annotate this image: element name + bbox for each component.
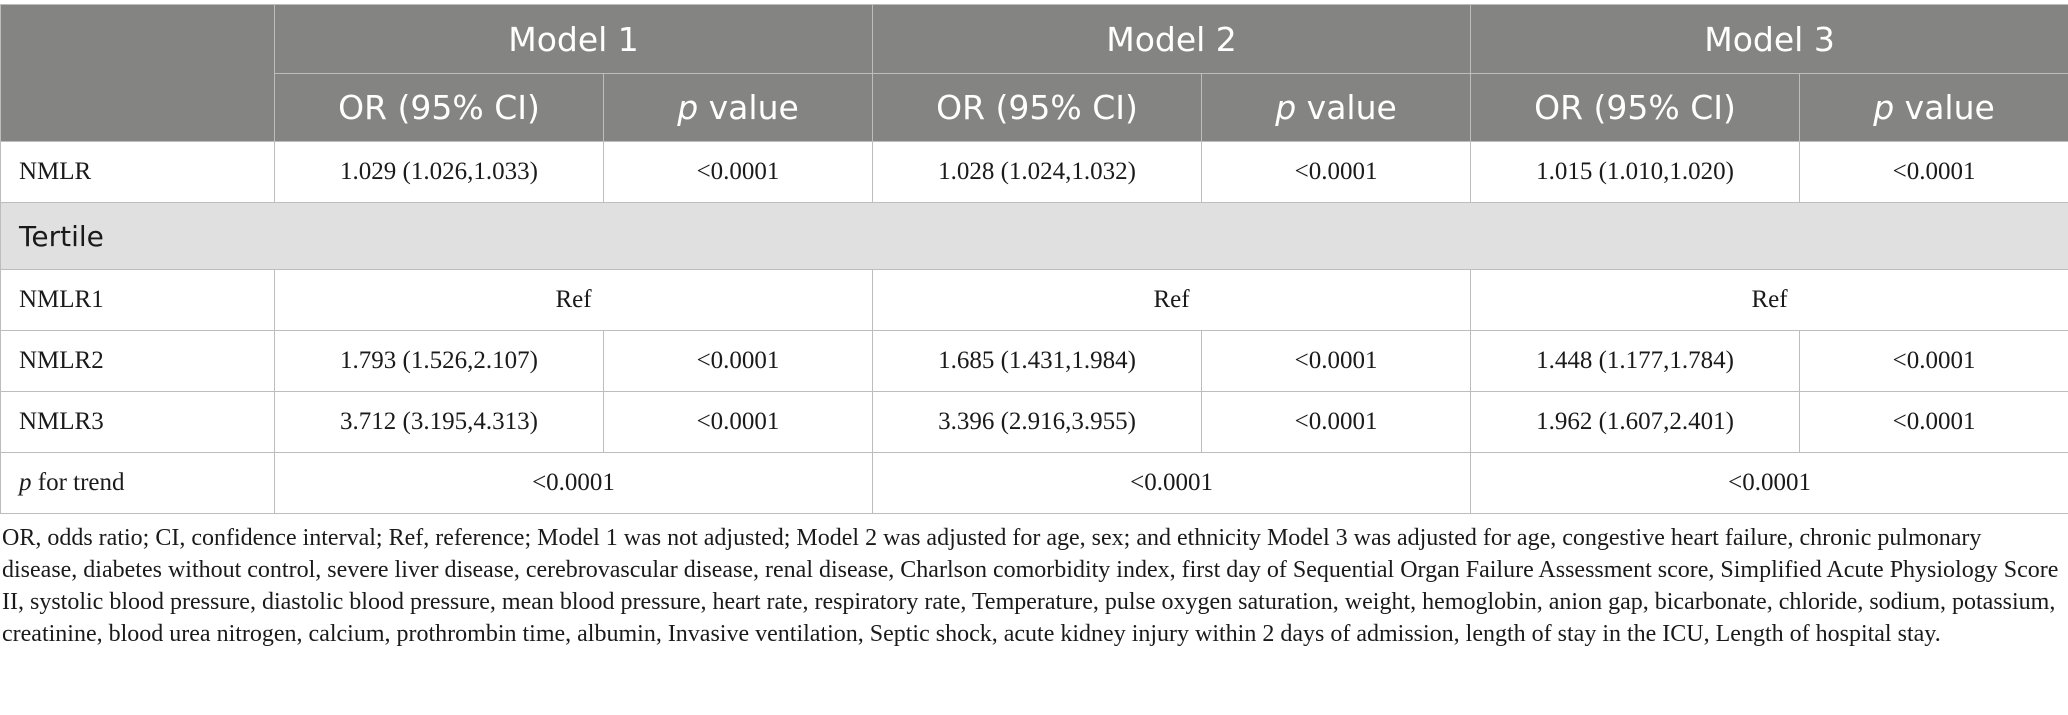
ref-cell-model-3: Ref — [1470, 269, 2068, 331]
p-value-cell: <0.0001 — [602, 330, 874, 392]
p-italic: p — [677, 88, 699, 127]
row-label: NMLR2 — [0, 330, 275, 392]
or-ci-cell: 1.029 (1.026,1.033) — [274, 141, 604, 203]
ref-cell-model-2: Ref — [872, 269, 1472, 331]
p-italic: p — [1873, 88, 1895, 127]
header-model-1: Model 1 — [273, 4, 874, 74]
or-ci-cell: 3.396 (2.916,3.955) — [872, 391, 1203, 453]
trend-cell-model-2: <0.0001 — [872, 452, 1472, 514]
p-value-cell: <0.0001 — [1201, 391, 1472, 453]
or-ci-cell: 3.712 (3.195,4.313) — [274, 391, 604, 453]
p-italic: p — [19, 469, 32, 496]
or-ci-cell: 1.028 (1.024,1.032) — [872, 141, 1203, 203]
header-model-2: Model 2 — [872, 4, 1472, 74]
p-value-cell: <0.0001 — [1201, 330, 1472, 392]
results-table: Model 1 Model 2 Model 3 OR (95% CI) p va… — [0, 4, 2068, 514]
table-header: Model 1 Model 2 Model 3 OR (95% CI) p va… — [0, 4, 2068, 142]
header-or-ci-model-3: OR (95% CI) — [1470, 73, 1801, 142]
or-ci-cell: 1.793 (1.526,2.107) — [274, 330, 604, 392]
or-ci-cell: 1.962 (1.607,2.401) — [1470, 391, 1801, 453]
trend-cell-model-1: <0.0001 — [273, 452, 874, 514]
ref-cell-model-1: Ref — [273, 269, 874, 331]
section-label: Tertile — [0, 202, 2068, 270]
row-label: NMLR1 — [0, 269, 275, 331]
p-value-suffix: value — [1296, 88, 1397, 127]
header-row-columns: OR (95% CI) p value OR (95% CI) p value … — [1, 73, 2068, 142]
table-row-p-for-trend: p for trend <0.0001 <0.0001 <0.0001 — [0, 452, 2068, 514]
or-ci-cell: 1.685 (1.431,1.984) — [872, 330, 1203, 392]
table-row-nmlr: NMLR 1.029 (1.026,1.033) <0.0001 1.028 (… — [0, 141, 2068, 203]
table-row-nmlr2: NMLR2 1.793 (1.526,2.107) <0.0001 1.685 … — [0, 330, 2068, 392]
row-label: NMLR3 — [0, 391, 275, 453]
table-footnote: OR, odds ratio; CI, confidence interval;… — [2, 525, 2059, 647]
header-p-value-model-1: p value — [602, 73, 874, 142]
header-model-3: Model 3 — [1470, 4, 2068, 74]
row-label: p for trend — [0, 452, 275, 514]
p-value-suffix: value — [1894, 88, 1995, 127]
p-value-cell: <0.0001 — [602, 391, 874, 453]
header-row-models: Model 1 Model 2 Model 3 — [0, 4, 2068, 142]
p-value-cell: <0.0001 — [602, 141, 874, 203]
or-ci-cell: 1.448 (1.177,1.784) — [1470, 330, 1801, 392]
p-value-cell: <0.0001 — [1201, 141, 1472, 203]
trend-label-suffix: for trend — [31, 469, 125, 496]
p-italic: p — [1275, 88, 1297, 127]
trend-cell-model-3: <0.0001 — [1470, 452, 2068, 514]
header-blank-cell — [0, 4, 275, 142]
header-p-value-model-3: p value — [1799, 73, 2068, 142]
header-or-ci-model-2: OR (95% CI) — [872, 73, 1203, 142]
row-label: NMLR — [0, 141, 275, 203]
p-value-cell: <0.0001 — [1799, 391, 2068, 453]
table-body: NMLR 1.029 (1.026,1.033) <0.0001 1.028 (… — [0, 141, 2068, 514]
p-value-cell: <0.0001 — [1799, 330, 2068, 392]
or-ci-cell: 1.015 (1.010,1.020) — [1470, 141, 1801, 203]
p-value-suffix: value — [698, 88, 799, 127]
section-row-tertile: Tertile — [0, 202, 2068, 270]
header-or-ci-model-1: OR (95% CI) — [274, 73, 604, 142]
table-row-nmlr1: NMLR1 Ref Ref Ref — [0, 269, 2068, 331]
header-p-value-model-2: p value — [1201, 73, 1472, 142]
table-row-nmlr3: NMLR3 3.712 (3.195,4.313) <0.0001 3.396 … — [0, 391, 2068, 453]
p-value-cell: <0.0001 — [1799, 141, 2068, 203]
